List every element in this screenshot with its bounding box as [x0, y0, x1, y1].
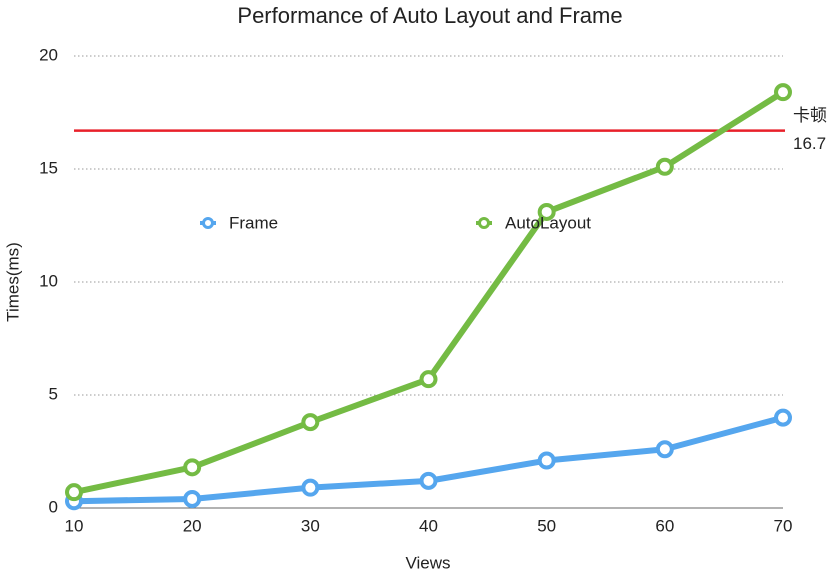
y-tick-label: 0 [49, 497, 58, 516]
y-tick-label: 20 [39, 45, 58, 64]
data-point [301, 413, 320, 432]
x-tick-label: 30 [301, 516, 320, 535]
reference-label: 卡顿 [793, 106, 827, 125]
legend-marker [202, 217, 214, 229]
chart-title: Performance of Auto Layout and Frame [237, 3, 622, 28]
x-tick-label: 50 [537, 516, 556, 535]
data-point [419, 471, 438, 490]
data-point [774, 408, 792, 427]
y-axis-label: Times(ms) [3, 242, 22, 322]
data-point [419, 370, 438, 389]
data-point [183, 489, 202, 508]
legend-label: AutoLayout [505, 213, 591, 232]
data-point [65, 483, 83, 502]
x-tick-label: 10 [65, 516, 84, 535]
data-point [301, 478, 320, 497]
data-point [537, 202, 556, 221]
data-point [537, 451, 556, 470]
x-tick-label: 40 [419, 516, 438, 535]
x-tick-label: 60 [655, 516, 674, 535]
series-line [73, 89, 785, 496]
x-tick-label: 20 [183, 516, 202, 535]
x-axis-label: Views [405, 553, 450, 572]
y-tick-label: 15 [39, 158, 58, 177]
y-tick-label: 5 [49, 384, 58, 403]
legend-marker [478, 217, 490, 229]
reference-value: 16.7 [793, 134, 826, 153]
y-tick-label: 10 [39, 271, 58, 290]
data-point [655, 440, 674, 459]
data-point [774, 83, 792, 102]
data-point [183, 458, 202, 477]
data-point [655, 157, 674, 176]
legend-label: Frame [229, 213, 278, 232]
x-tick-label: 70 [774, 516, 793, 535]
